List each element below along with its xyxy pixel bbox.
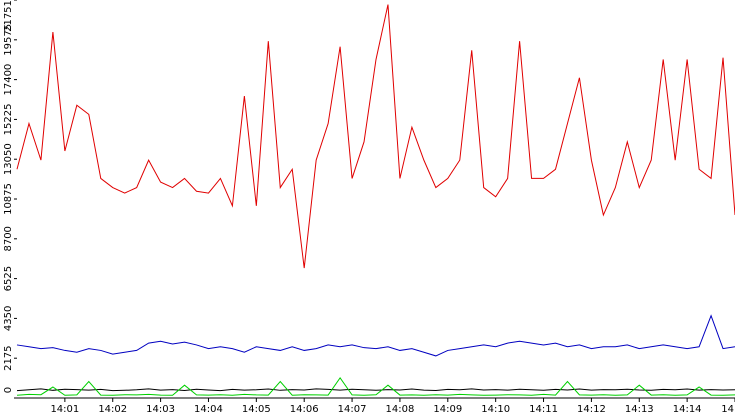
y-tick-label: 2175 <box>3 345 14 370</box>
x-tick-label: 14:14 <box>673 404 702 415</box>
y-tick-label: 10875 <box>3 183 14 215</box>
x-tick-label: 14:06 <box>290 404 319 415</box>
series-line <box>16 314 735 357</box>
x-tick-label: 14:02 <box>98 404 127 415</box>
series-line <box>16 4 735 269</box>
y-tick-label: 0 <box>3 387 14 393</box>
series-line <box>16 388 735 392</box>
y-tick-label: 4350 <box>3 306 14 331</box>
y-tick-label: 8700 <box>3 226 14 251</box>
x-tick-label: 14:09 <box>433 404 462 415</box>
x-tick-label: 14:01 <box>50 404 79 415</box>
y-tick-label: 19575 <box>3 24 14 56</box>
x-tick-label: 14:07 <box>338 404 367 415</box>
x-tick-label: 14:08 <box>386 404 415 415</box>
x-tick-label: 14:11 <box>529 404 558 415</box>
x-tick-label: 14:03 <box>146 404 175 415</box>
x-tick-label: 14:12 <box>577 404 606 415</box>
x-tick-label: 14 <box>721 404 734 415</box>
y-tick-label: 13050 <box>3 143 14 175</box>
series-line <box>16 376 735 396</box>
x-tick-label: 14:13 <box>625 404 654 415</box>
x-tick-label: 14:04 <box>194 404 223 415</box>
y-tick-label: 15225 <box>3 104 14 136</box>
y-tick-label: 21751 <box>3 0 14 32</box>
x-tick-label: 14:10 <box>481 404 510 415</box>
x-tick-label: 14:05 <box>242 404 271 415</box>
y-tick-label: 6525 <box>3 266 14 291</box>
y-tick-label: 17400 <box>3 64 14 96</box>
